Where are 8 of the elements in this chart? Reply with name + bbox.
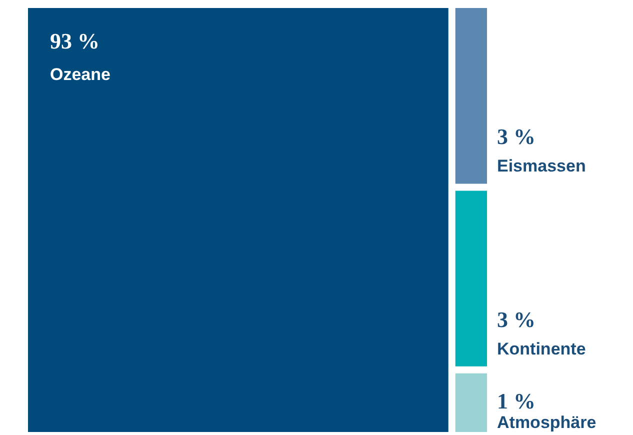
- data-label: 3 %: [497, 306, 536, 332]
- category-label: Ozeane: [50, 65, 110, 84]
- data-label: 1 %: [497, 388, 536, 414]
- category-label: Kontinente: [497, 339, 586, 358]
- category-label: Atmosphäre: [497, 413, 596, 432]
- data-label: 3 %: [497, 124, 536, 150]
- category-label: Eismassen: [497, 156, 586, 176]
- data-label: 93 %: [50, 28, 100, 54]
